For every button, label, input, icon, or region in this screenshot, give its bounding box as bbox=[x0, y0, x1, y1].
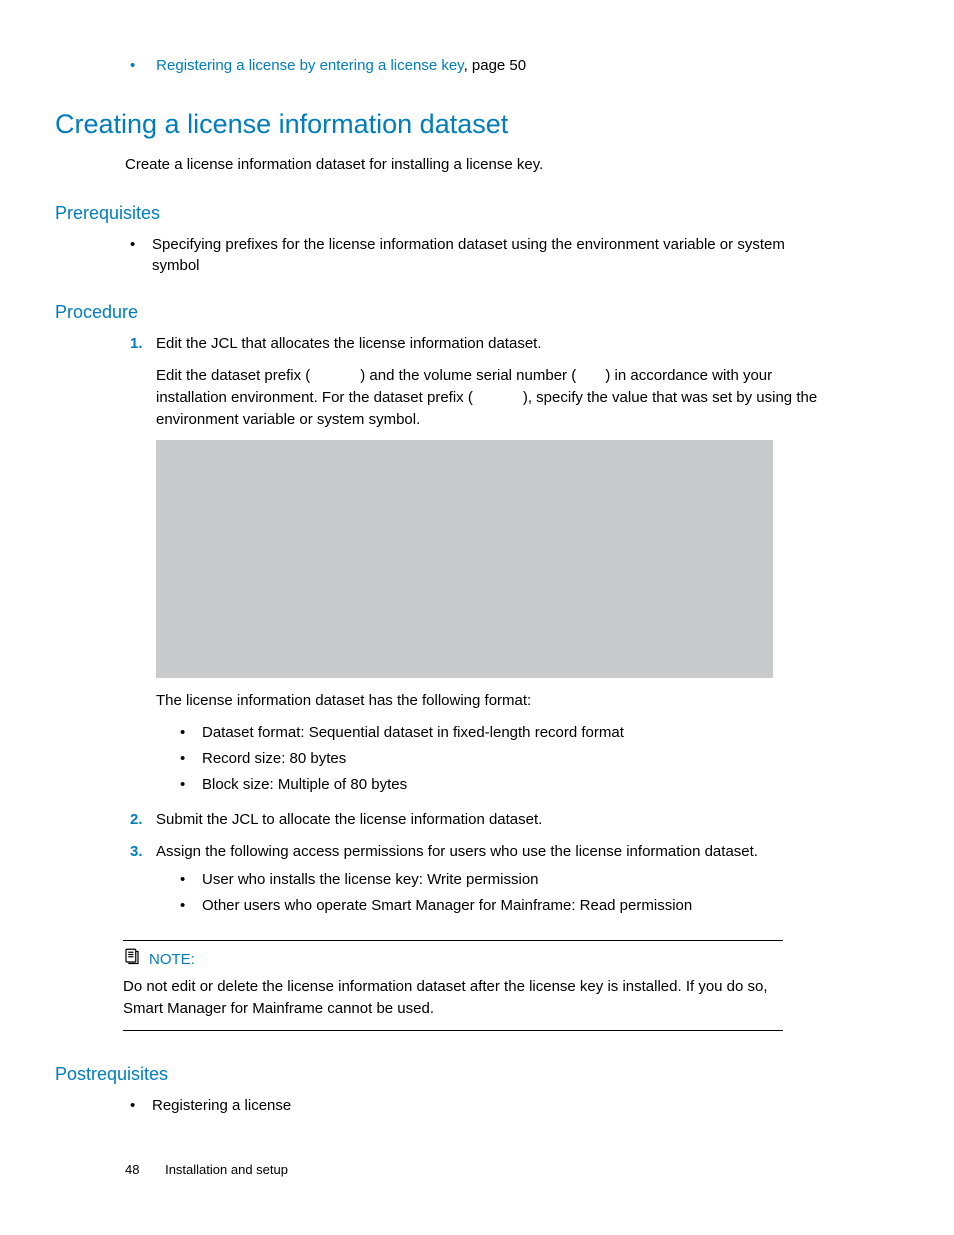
procedure-step-3: 3. Assign the following access permissio… bbox=[130, 841, 834, 920]
prerequisites-list: • Specifying prefixes for the license in… bbox=[130, 234, 834, 278]
top-crossref: Registering a license by entering a lice… bbox=[130, 55, 834, 77]
format-item: •Dataset format: Sequential dataset in f… bbox=[180, 722, 834, 744]
procedure-step-2: 2. Submit the JCL to allocate the licens… bbox=[130, 809, 834, 831]
footer-section: Installation and setup bbox=[165, 1162, 288, 1177]
postrequisite-item: • Registering a license bbox=[130, 1095, 834, 1117]
step-number: 2. bbox=[130, 809, 156, 831]
step-number: 1. bbox=[130, 333, 156, 799]
procedure-list: 1. Edit the JCL that allocates the licen… bbox=[130, 333, 834, 920]
page-title: Creating a license information dataset bbox=[55, 105, 834, 144]
step1-format-intro: The license information dataset has the … bbox=[156, 690, 834, 712]
prerequisite-item: • Specifying prefixes for the license in… bbox=[130, 234, 834, 278]
step3-lead: Assign the following access permissions … bbox=[156, 841, 834, 863]
format-item: •Record size: 80 bytes bbox=[180, 748, 834, 770]
permission-item: •Other users who operate Smart Manager f… bbox=[180, 895, 834, 917]
procedure-step-1: 1. Edit the JCL that allocates the licen… bbox=[130, 333, 834, 799]
step-number: 3. bbox=[130, 841, 156, 920]
note-label: NOTE: bbox=[149, 949, 195, 971]
postrequisites-heading: Postrequisites bbox=[55, 1061, 834, 1087]
note-block: NOTE: Do not edit or delete the license … bbox=[123, 940, 783, 1030]
document-page: Registering a license by entering a lice… bbox=[0, 0, 954, 1235]
procedure-heading: Procedure bbox=[55, 299, 834, 325]
page-number: 48 bbox=[125, 1162, 139, 1177]
postrequisites-list: • Registering a license bbox=[130, 1095, 834, 1117]
note-icon bbox=[123, 947, 141, 972]
step1-lead: Edit the JCL that allocates the license … bbox=[156, 333, 834, 355]
prerequisites-heading: Prerequisites bbox=[55, 200, 834, 226]
page-footer: 48 Installation and setup bbox=[125, 1161, 288, 1180]
crossref-link[interactable]: Registering a license by entering a lice… bbox=[156, 57, 463, 74]
code-placeholder-box bbox=[156, 440, 773, 678]
crossref-suffix: , page 50 bbox=[464, 57, 527, 74]
intro-paragraph: Create a license information dataset for… bbox=[125, 154, 834, 176]
note-body: Do not edit or delete the license inform… bbox=[123, 976, 783, 1020]
format-item: •Block size: Multiple of 80 bytes bbox=[180, 774, 834, 796]
step1-detail: Edit the dataset prefix ( ) and the volu… bbox=[156, 365, 834, 430]
permission-item: •User who installs the license key: Writ… bbox=[180, 869, 834, 891]
